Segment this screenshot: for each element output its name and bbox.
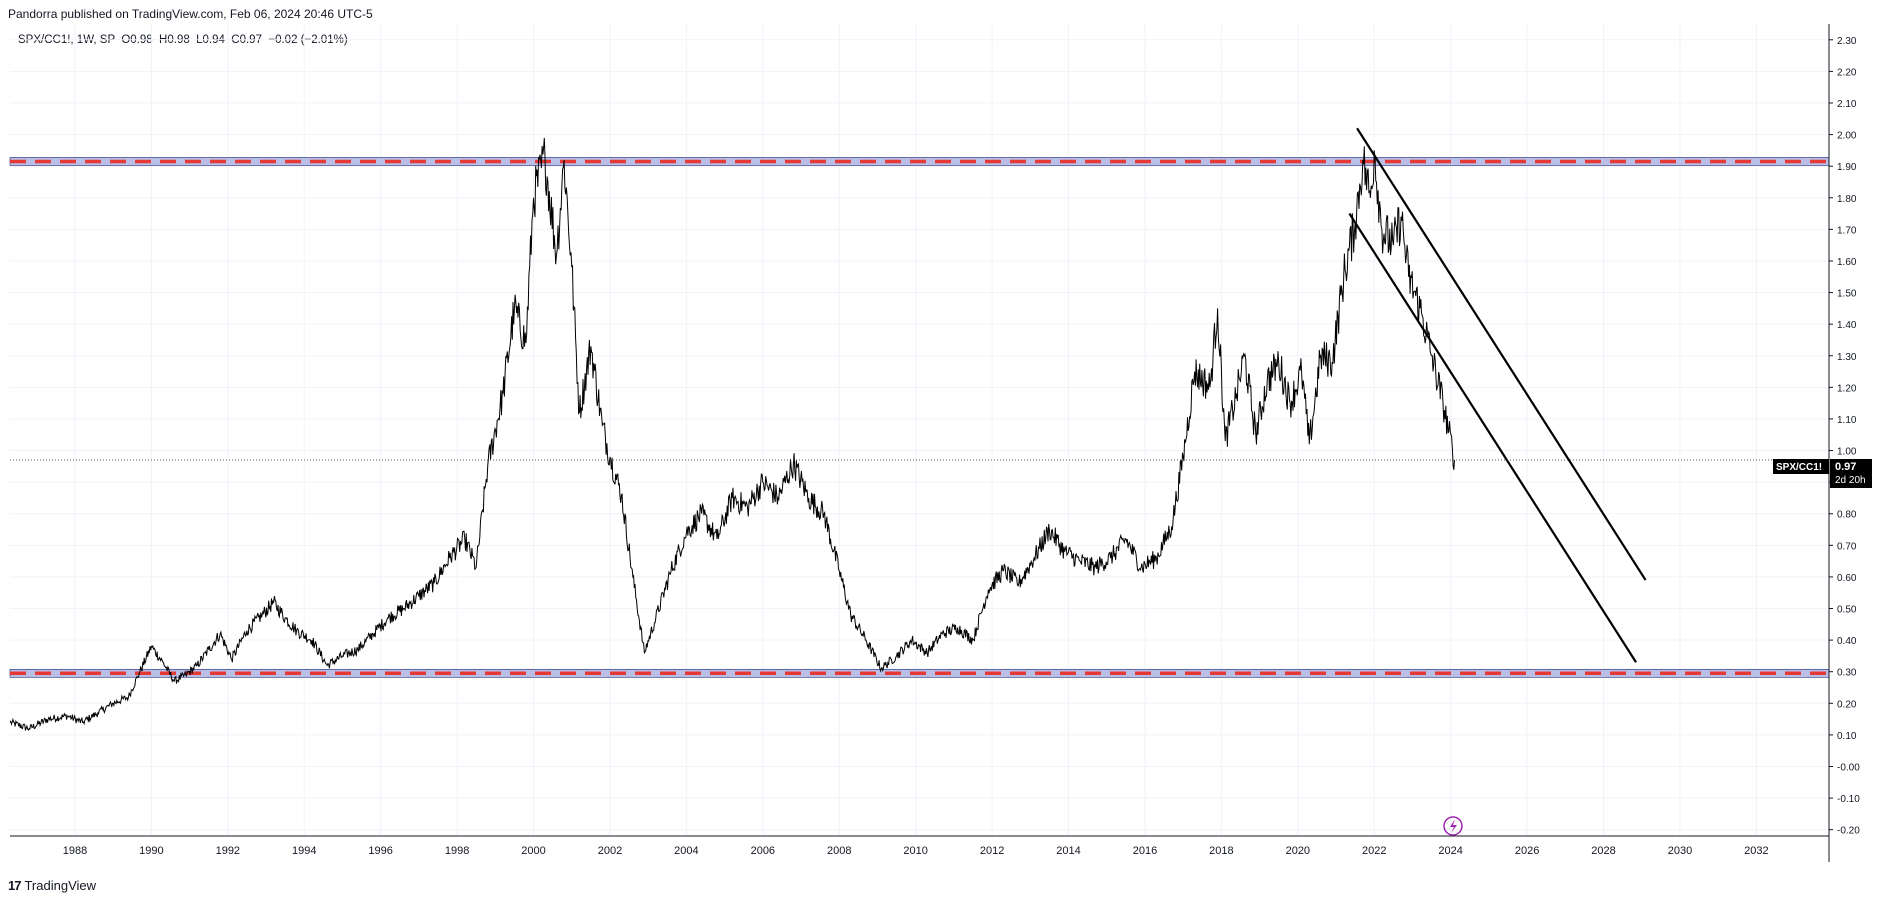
last-price-badge: SPX/CC1! 0.97 2d 20h	[1773, 459, 1872, 488]
x-tick-label: 2014	[1056, 845, 1080, 857]
x-tick-label: 1998	[445, 845, 469, 857]
x-tick-label: 1988	[63, 845, 87, 857]
x-tick-label: 2024	[1438, 845, 1462, 857]
y-tick-label: 0.40	[1837, 636, 1857, 647]
y-tick-label: -0.00	[1837, 762, 1860, 773]
x-tick-label: 2018	[1209, 845, 1233, 857]
x-tick-label: 1996	[368, 845, 392, 857]
trend-line	[1348, 212, 1637, 663]
x-tick-label: 2020	[1286, 845, 1310, 857]
y-tick-label: 0.60	[1837, 573, 1857, 584]
x-tick-label: 1994	[292, 845, 316, 857]
tradingview-brand: TradingView	[24, 877, 97, 893]
x-tick-label: 2026	[1515, 845, 1539, 857]
x-tick-label: 2028	[1591, 845, 1615, 857]
y-tick-label: 1.80	[1837, 194, 1857, 205]
y-tick-label: 1.20	[1837, 383, 1857, 394]
y-tick-label: 0.20	[1837, 699, 1857, 710]
y-tick-label: 0.80	[1837, 510, 1857, 521]
series-line	[9, 137, 1455, 731]
y-tick-label: 0.50	[1837, 605, 1857, 616]
y-tick-label: 1.40	[1837, 320, 1857, 331]
x-tick-label: 1990	[139, 845, 163, 857]
x-tick-label: 2000	[521, 845, 545, 857]
x-tick-label: 2016	[1133, 845, 1157, 857]
x-tick-label: 2010	[903, 845, 927, 857]
y-tick-label: 2.00	[1837, 131, 1857, 142]
y-tick-label: -0.20	[1837, 826, 1860, 837]
y-tick-label: 2.10	[1837, 99, 1857, 110]
y-tick-label: 0.70	[1837, 541, 1857, 552]
y-tick-label: -0.10	[1837, 794, 1860, 805]
horizontal-zones	[9, 157, 1830, 678]
y-tick-label: 1.00	[1837, 447, 1857, 458]
trend-lines	[1348, 127, 1647, 663]
y-tick-label: 0.30	[1837, 668, 1857, 679]
y-tick-label: 1.60	[1837, 257, 1857, 268]
y-tick-label: 2.30	[1837, 36, 1857, 47]
y-tick-label: 0.10	[1837, 731, 1857, 742]
x-tick-label: 2032	[1744, 845, 1768, 857]
y-tick-label: 1.10	[1837, 415, 1857, 426]
x-tick-label: 2006	[751, 845, 775, 857]
time-axis: 1988 1990 1992 1994 1996 1998 2000 2002 2004 2006…	[63, 845, 1769, 857]
y-tick-label: 1.30	[1837, 352, 1857, 363]
trend-line	[1356, 127, 1647, 581]
tradingview-logo-icon: 17	[8, 877, 22, 893]
footer[interactable]: 17 TradingView	[8, 876, 96, 894]
price-label-value: 0.97	[1835, 461, 1856, 473]
y-tick-label: 2.20	[1837, 67, 1857, 78]
published-header: Pandorra published on TradingView.com, F…	[8, 7, 373, 21]
y-tick-label: 1.90	[1837, 162, 1857, 173]
grid-lines	[10, 24, 1829, 836]
price-label-symbol: SPX/CC1!	[1776, 462, 1822, 473]
x-tick-label: 2030	[1668, 845, 1692, 857]
price-label-countdown: 2d 20h	[1835, 475, 1866, 486]
y-tick-label: 1.50	[1837, 289, 1857, 300]
x-tick-label: 2002	[598, 845, 622, 857]
x-tick-label: 2008	[827, 845, 851, 857]
price-axis: 2.30 2.20 2.10 2.00 1.90 1.80 1.70 1.60 1.50 1.40…	[1829, 36, 1860, 837]
y-tick-label: 1.70	[1837, 225, 1857, 236]
lightning-icon[interactable]	[1443, 816, 1463, 836]
x-tick-label: 2004	[674, 845, 698, 857]
x-tick-label: 2022	[1362, 845, 1386, 857]
x-tick-label: 1992	[216, 845, 240, 857]
x-tick-label: 2012	[980, 845, 1004, 857]
